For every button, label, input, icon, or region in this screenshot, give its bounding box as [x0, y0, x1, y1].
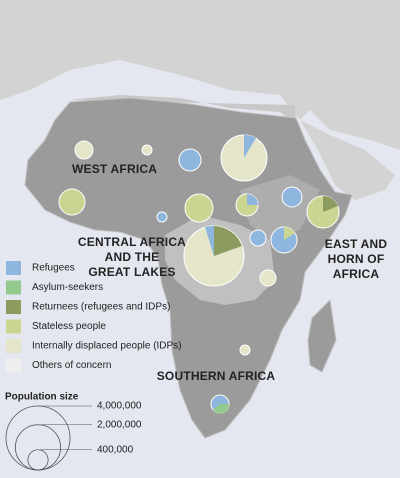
size-label: 2,000,000 [97, 419, 142, 430]
legend-swatch [6, 300, 21, 314]
legend-swatch [6, 261, 21, 275]
legend-label: Internally displaced people (IDPs) [32, 341, 182, 352]
region-label: HORN OF [328, 252, 385, 266]
size-label: 400,000 [97, 444, 134, 455]
region-label: GREAT LAKES [88, 265, 175, 279]
size-legend-title: Population size [5, 392, 79, 403]
region-label: CENTRAL AFRICA [78, 235, 186, 249]
region-label: EAST AND [325, 237, 388, 251]
arabia [300, 120, 395, 200]
legend-label: Stateless people [32, 321, 106, 332]
legend-label: Refugees [32, 263, 75, 274]
legend-swatch [6, 358, 21, 373]
legend-label: Returnees (refugees and IDPs) [32, 302, 170, 313]
size-label: 4,000,000 [97, 401, 142, 412]
madagascar [307, 298, 337, 373]
region-label: SOUTHERN AFRICA [157, 369, 276, 383]
legend-swatch [6, 339, 21, 353]
north-africa [70, 95, 296, 125]
legend-swatch [6, 280, 21, 295]
region-label: WEST AFRICA [72, 162, 157, 176]
northern-land [0, 0, 400, 150]
pies [58, 134, 340, 414]
legend-label: Asylum-seekers [32, 282, 103, 293]
legend-label: Others of concern [32, 360, 111, 371]
region-label: AFRICA [333, 267, 380, 281]
legend-swatch [6, 319, 21, 334]
region-label: AND THE [105, 250, 160, 264]
